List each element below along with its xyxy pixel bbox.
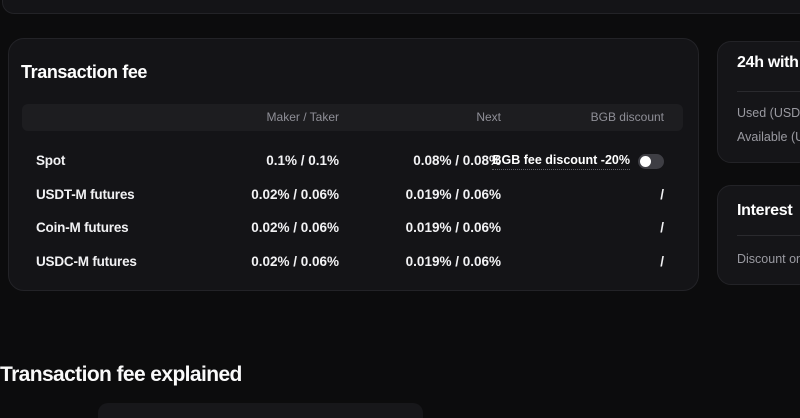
row-label-usdc-m: USDC-M futures xyxy=(36,254,137,269)
interest-card-title: Interest xyxy=(737,202,793,219)
interest-description: Discount on i xyxy=(737,252,800,266)
usdc-m-maker-taker-value: 0.02% / 0.06% xyxy=(251,254,339,269)
next-section-top-edge xyxy=(98,403,423,418)
usdt-m-next-value: 0.019% / 0.06% xyxy=(405,187,501,202)
coin-m-bgb-value: / xyxy=(660,220,664,235)
usdt-m-bgb-value: / xyxy=(660,187,664,202)
column-header-next: Next xyxy=(476,110,501,124)
divider xyxy=(737,91,800,92)
usdt-m-maker-taker-value: 0.02% / 0.06% xyxy=(251,187,339,202)
table-row-coin-m: Coin-M futures 0.02% / 0.06% 0.019% / 0.… xyxy=(22,214,683,242)
row-label-spot: Spot xyxy=(36,153,66,168)
bgb-discount-toggle[interactable] xyxy=(638,153,664,169)
explained-section-title: Transaction fee explained xyxy=(0,363,242,386)
withdrawal-limit-card: 24h with Used (USD) Available (US xyxy=(717,41,800,163)
withdrawal-card-title: 24h with xyxy=(737,54,799,71)
spot-next-value: 0.08% / 0.08% xyxy=(413,153,501,168)
usdc-m-next-value: 0.019% / 0.06% xyxy=(405,254,501,269)
divider xyxy=(737,235,800,236)
fee-card-title: Transaction fee xyxy=(21,62,148,82)
column-header-bgb-discount: BGB discount xyxy=(590,110,664,124)
spot-bgb-discount-cell: BGB fee discount -20% xyxy=(492,147,664,175)
previous-card-bottom-edge xyxy=(2,0,800,14)
toggle-knob xyxy=(640,155,651,167)
usdc-m-bgb-value: / xyxy=(660,254,664,269)
column-header-maker-taker: Maker / Taker xyxy=(266,110,339,124)
spot-maker-taker-value: 0.1% / 0.1% xyxy=(266,153,339,168)
table-row-usdc-m: USDC-M futures 0.02% / 0.06% 0.019% / 0.… xyxy=(22,248,683,276)
interest-card: Interest Discount on i xyxy=(717,185,800,285)
withdrawal-used-label: Used (USD) xyxy=(737,106,800,120)
row-label-coin-m: Coin-M futures xyxy=(36,220,129,235)
coin-m-maker-taker-value: 0.02% / 0.06% xyxy=(251,220,339,235)
bgb-fee-discount-link[interactable]: BGB fee discount -20% xyxy=(492,153,630,170)
withdrawal-available-label: Available (US xyxy=(737,130,800,144)
table-row-usdt-m: USDT-M futures 0.02% / 0.06% 0.019% / 0.… xyxy=(22,181,683,209)
row-label-usdt-m: USDT-M futures xyxy=(36,187,135,202)
table-row-spot: Spot 0.1% / 0.1% 0.08% / 0.08% BGB fee d… xyxy=(22,147,683,175)
coin-m-next-value: 0.019% / 0.06% xyxy=(405,220,501,235)
transaction-fee-card: Transaction fee Maker / Taker Next BGB d… xyxy=(8,38,699,291)
fee-table-header: Maker / Taker Next BGB discount xyxy=(22,104,683,131)
